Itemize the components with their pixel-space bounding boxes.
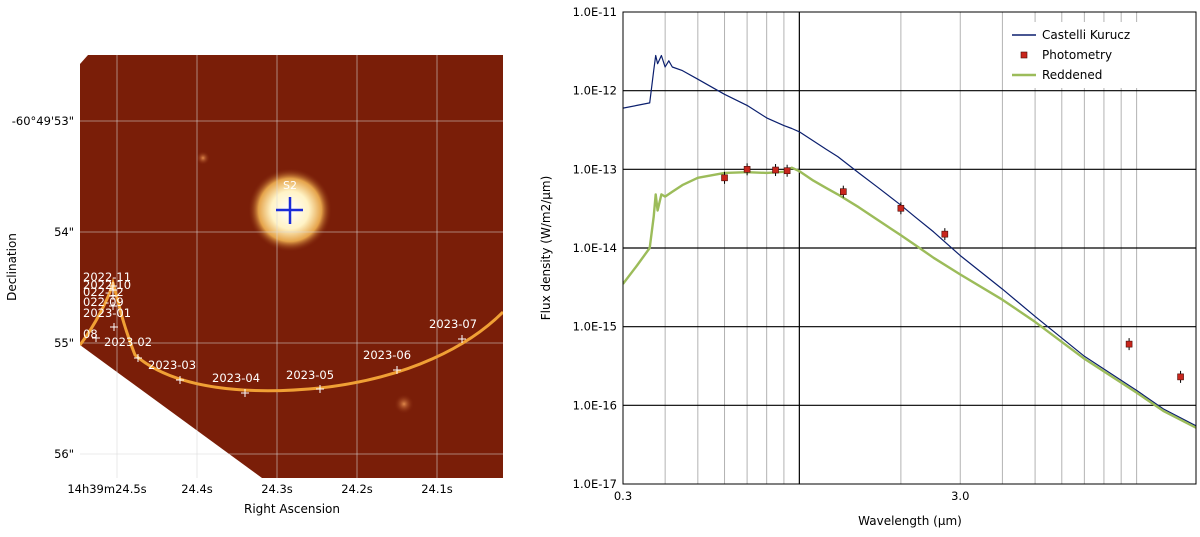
x-tick-label: 14h39m24.5s	[67, 482, 146, 496]
track-epoch-label: 2023-06	[363, 348, 411, 362]
sed-chart: 1.0E-11 1.0E-12 1.0E-13 1.0E-14 1.0E-15 1.0E-…	[539, 5, 1197, 528]
faint-source	[394, 394, 414, 414]
y-tick-label-sed: 1.0E-11	[573, 5, 617, 19]
no-data-corner	[80, 55, 88, 64]
legend-label: Castelli Kurucz	[1042, 28, 1130, 42]
photometry-point	[743, 166, 751, 173]
no-data-region	[80, 345, 262, 478]
y-tick-label: 54"	[54, 225, 74, 239]
x-axis-label: Right Ascension	[244, 502, 340, 516]
photometry-point	[783, 167, 791, 175]
y-tick-label: 55"	[54, 336, 74, 350]
track-epoch-label: 2023-04	[212, 371, 260, 385]
legend-label: Reddened	[1042, 68, 1102, 82]
source-label: S2	[283, 179, 297, 192]
y-axis-label-sed: Flux density (W/m2/µm)	[539, 176, 553, 321]
series-line	[623, 54, 1196, 427]
legend-label: Photometry	[1042, 48, 1112, 62]
legend-swatch	[1020, 51, 1028, 59]
track-epoch-label: 2023-02	[104, 335, 152, 349]
y-tick-label-sed: 1.0E-16	[573, 398, 617, 412]
track-epoch-label: 08	[83, 327, 98, 341]
track-epoch-label: 2022-11	[83, 270, 131, 284]
photometry-point	[840, 188, 847, 195]
x-tick-label: 24.1s	[421, 482, 453, 496]
x-tick-label: 24.3s	[261, 482, 293, 496]
photometry-point	[772, 166, 779, 174]
track-epoch-label: 2023-05	[286, 368, 334, 382]
track-epoch-label: 2023-03	[148, 358, 196, 372]
legend: Castelli Kurucz Photometry Reddened	[1010, 22, 1160, 88]
photometry-point	[1177, 373, 1184, 381]
photometry-point	[1125, 340, 1133, 348]
y-tick-label-sed: 1.0E-13	[573, 162, 617, 176]
faint-source-2	[196, 151, 210, 165]
y-tick-label-sed: 1.0E-15	[573, 320, 617, 334]
y-tick-label-sed: 1.0E-17	[573, 477, 617, 491]
y-tick-label: 56"	[54, 447, 74, 461]
track-epoch-label: 2023-01	[83, 306, 131, 320]
y-tick-label: -60°49'53"	[12, 114, 74, 128]
orbit-track	[80, 277, 503, 393]
y-tick-label-sed: 1.0E-14	[573, 241, 617, 255]
x-tick-label-sed: 3.0	[951, 489, 969, 503]
track-epoch-label: 2023-07	[429, 317, 477, 331]
track-epoch-label: 022-12	[83, 285, 124, 299]
x-tick-label: 24.4s	[181, 482, 213, 496]
series-line	[623, 166, 1196, 429]
track-epoch-label: 022-09	[83, 295, 124, 309]
x-tick-label: 24.2s	[341, 482, 373, 496]
y-tick-label-sed: 1.0E-12	[573, 84, 617, 98]
target-marker	[276, 197, 303, 224]
track-epoch-label: 2022-10	[83, 278, 131, 292]
photometry-point	[721, 174, 728, 182]
legend-box	[1010, 22, 1160, 88]
y-axis-label: Declination	[5, 233, 19, 301]
photometry-point	[897, 204, 905, 212]
x-tick-label-sed: 0.3	[614, 489, 632, 503]
plot-frame	[622, 11, 1197, 485]
photometry-point	[941, 230, 949, 238]
x-axis-label-sed: Wavelength (µm)	[858, 514, 962, 528]
